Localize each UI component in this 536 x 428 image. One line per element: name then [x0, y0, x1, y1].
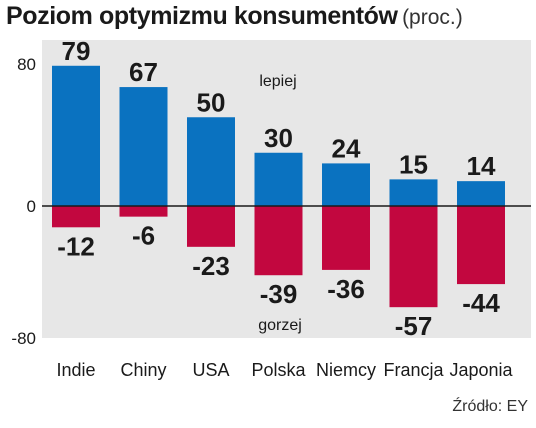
x-tick-label: Polska	[251, 360, 306, 380]
data-label-negative: -44	[462, 288, 500, 318]
data-label-negative: -36	[327, 274, 365, 304]
data-label-negative: -57	[395, 311, 433, 341]
x-tick-label: USA	[192, 360, 229, 380]
bar-negative-chiny	[119, 206, 168, 217]
data-label-positive: 15	[399, 149, 428, 179]
bar-negative-polska	[254, 206, 303, 276]
bar-positive-indie	[52, 65, 100, 207]
bar-positive-japonia	[457, 181, 505, 206]
data-label-negative: -12	[57, 231, 95, 261]
bar-positive-niemcy	[322, 163, 370, 206]
data-label-positive: 24	[332, 133, 361, 163]
x-tick-label: Indie	[56, 360, 95, 380]
x-tick-label: Chiny	[120, 360, 166, 380]
bar-positive-chiny	[119, 87, 168, 206]
x-tick-label: Francja	[383, 360, 444, 380]
chart-title: Poziom optymizmu konsumentów	[6, 2, 398, 30]
chart-title-row: Poziom optymizmu konsumentów (proc.)	[6, 2, 463, 31]
data-label-negative: -6	[132, 221, 155, 251]
series-label-positive: lepiej	[259, 73, 296, 90]
data-label-negative: -39	[260, 279, 298, 309]
bar-positive-francja	[389, 179, 438, 206]
series-label-negative: gorzej	[258, 317, 302, 334]
x-tick-label: Niemcy	[316, 360, 376, 380]
y-tick-label: 0	[27, 197, 36, 216]
data-label-positive: 30	[264, 123, 293, 153]
bar-negative-usa	[187, 206, 235, 247]
bar-positive-polska	[254, 152, 303, 206]
y-tick-label: -80	[11, 329, 36, 348]
chart-unit: (proc.)	[402, 6, 463, 29]
data-label-positive: 79	[62, 36, 91, 66]
y-tick-label: 80	[17, 55, 36, 74]
bar-positive-usa	[187, 117, 235, 206]
bar-negative-niemcy	[322, 206, 370, 270]
data-label-negative: -23	[192, 251, 230, 281]
data-label-positive: 67	[129, 57, 158, 87]
bar-negative-indie	[52, 206, 100, 228]
data-label-positive: 14	[467, 151, 496, 181]
bar-negative-japonia	[457, 206, 505, 285]
x-tick-label: Japonia	[449, 360, 513, 380]
bar-negative-francja	[389, 206, 438, 308]
data-label-positive: 50	[197, 87, 226, 117]
source-note: Źródło: EY	[452, 398, 528, 415]
